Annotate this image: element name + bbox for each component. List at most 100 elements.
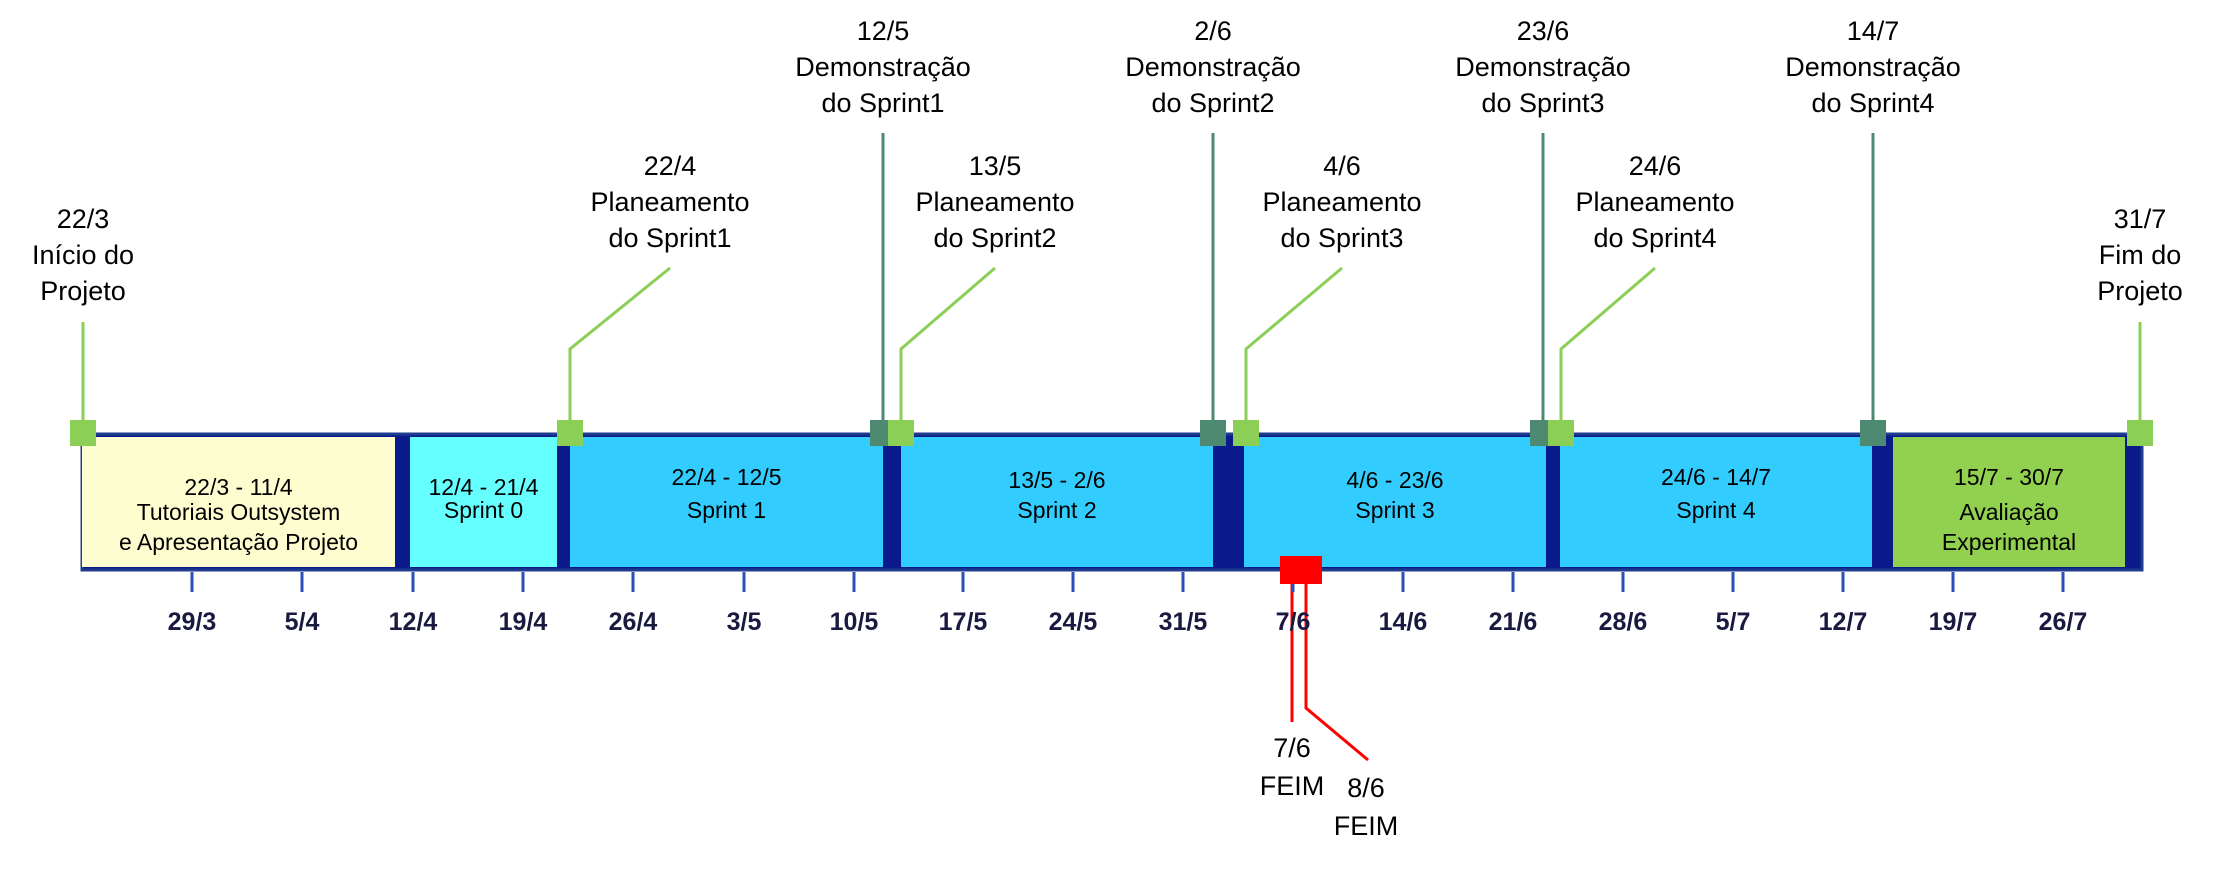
plan-marker (1548, 420, 1574, 446)
band-label: Sprint 1 (687, 497, 766, 523)
milestone-label-line: do Sprint1 (608, 223, 731, 253)
band-0 (82, 437, 395, 567)
feim-connector (1304, 584, 1369, 762)
plan-marker (1233, 420, 1259, 446)
axis-tick-label: 24/5 (1049, 608, 1098, 636)
plan-marker (888, 420, 914, 446)
milestone-label: 13/5 Planeamento do Sprint2 (915, 151, 1074, 253)
axis-tick-label: 28/6 (1599, 608, 1648, 636)
band-4 (1244, 437, 1546, 567)
milestone-label: 22/4 Planeamento do Sprint1 (590, 151, 749, 253)
axis-tick-label: 12/4 (389, 608, 438, 636)
milestone-label-line: do Sprint3 (1280, 223, 1403, 253)
milestone-label: 4/6 Planeamento do Sprint3 (1262, 151, 1421, 253)
milestone-connector (1559, 266, 1656, 434)
milestone-label-line: do Sprint1 (821, 88, 944, 118)
demo-marker (1200, 420, 1226, 446)
band-date: 22/4 - 12/5 (672, 464, 782, 490)
band-label: Sprint 0 (444, 497, 523, 523)
axis-tick-label: 29/3 (168, 608, 217, 636)
axis-tick-label: 26/4 (609, 608, 658, 636)
demo-marker (1860, 420, 1886, 446)
band-date: 13/5 - 2/6 (1008, 467, 1105, 493)
feim-label: 7/6 FEIM (1260, 733, 1325, 801)
axis-tick-label: 7/6 (1276, 608, 1311, 636)
feim-label-line: 8/6 (1347, 773, 1385, 803)
band-label: Sprint 3 (1355, 497, 1434, 523)
milestone-label-line: Planeamento (915, 187, 1074, 217)
milestone-label-line: Planeamento (590, 187, 749, 217)
axis-tick-label: 5/4 (285, 608, 320, 636)
milestone-label-line: 13/5 (969, 151, 1022, 181)
milestone-connector (1244, 266, 1343, 434)
milestone-label-line: 12/5 (857, 16, 910, 46)
milestone-label-line: do Sprint2 (933, 223, 1056, 253)
milestone-label-line: 22/3 (57, 204, 110, 234)
milestone-label-line: Início do (32, 240, 134, 270)
band-label: Experimental (1942, 529, 2076, 555)
milestone-label-line: 31/7 (2114, 204, 2167, 234)
band-date: 12/4 - 21/4 (429, 474, 539, 500)
plan-marker (557, 420, 583, 446)
milestone-connector (568, 266, 671, 434)
milestone-label-line: Demonstração (1125, 52, 1301, 82)
milestone-label-line: Demonstração (1785, 52, 1961, 82)
band-label: Avaliação (1959, 499, 2058, 525)
milestone-label-line: Projeto (2097, 276, 2183, 306)
axis-tick-label: 14/6 (1379, 608, 1428, 636)
milestone-label-line: Projeto (40, 276, 126, 306)
band-label: Tutoriais Outsystem (137, 499, 341, 525)
feim-label-line: FEIM (1260, 771, 1325, 801)
band-3 (901, 437, 1213, 567)
milestone-label-line: 2/6 (1194, 16, 1232, 46)
milestone-label-line: 14/7 (1847, 16, 1900, 46)
band-date: 4/6 - 23/6 (1346, 467, 1443, 493)
milestone-label-line: 23/6 (1517, 16, 1570, 46)
timeline-bar (80, 432, 2144, 572)
band-6 (1893, 437, 2125, 567)
band-1 (410, 437, 557, 567)
axis-tick-label: 17/5 (939, 608, 988, 636)
band-date: 22/3 - 11/4 (184, 474, 292, 500)
milestone-label: 12/5 Demonstração do Sprint1 (795, 16, 971, 118)
milestone-label: 31/7 Fim do Projeto (2097, 204, 2183, 306)
milestone-label-line: 24/6 (1629, 151, 1682, 181)
axis-tick-label: 21/6 (1489, 608, 1538, 636)
axis-tick-label: 31/5 (1159, 608, 1208, 636)
milestone-connector (899, 266, 996, 434)
axis-tick-label: 3/5 (727, 608, 762, 636)
milestone-label-line: do Sprint2 (1151, 88, 1274, 118)
band-label: Sprint 4 (1676, 497, 1755, 523)
band-date: 24/6 - 14/7 (1661, 464, 1771, 490)
feim-label-line: FEIM (1334, 811, 1399, 841)
milestone-label: 14/7 Demonstração do Sprint4 (1785, 16, 1961, 118)
milestone-label-line: 4/6 (1323, 151, 1361, 181)
milestone-label-line: do Sprint4 (1811, 88, 1934, 118)
milestone-label-line: do Sprint3 (1481, 88, 1604, 118)
milestone-label-line: Demonstração (795, 52, 971, 82)
milestone-label-line: Fim do (2099, 240, 2182, 270)
milestone-label-line: Planeamento (1262, 187, 1421, 217)
band-5 (1560, 437, 1872, 567)
date-axis: 29/3 5/4 12/4 19/4 26/4 3/5 10/5 17/5 24/5 31/5 7/… (168, 572, 2088, 636)
feim-label-line: 7/6 (1273, 733, 1311, 763)
milestone-label: 24/6 Planeamento do Sprint4 (1575, 151, 1734, 253)
axis-tick-label: 26/7 (2039, 608, 2088, 636)
axis-tick-label: 10/5 (830, 608, 879, 636)
band-label: Sprint 2 (1017, 497, 1096, 523)
milestone-label-line: 22/4 (644, 151, 697, 181)
axis-tick-label: 12/7 (1819, 608, 1868, 636)
milestone-label: 23/6 Demonstração do Sprint3 (1455, 16, 1631, 118)
band-2 (570, 437, 883, 567)
milestone-label-line: Demonstração (1455, 52, 1631, 82)
plan-marker (2127, 420, 2153, 446)
milestone-markers (70, 420, 2153, 584)
band-date: 15/7 - 30/7 (1954, 464, 2064, 490)
feim-label: 8/6 FEIM (1334, 773, 1399, 841)
feim-marker (1280, 556, 1322, 584)
connector-lines (81, 133, 2142, 762)
axis-tick-label: 5/7 (1716, 608, 1751, 636)
milestone-label: 2/6 Demonstração do Sprint2 (1125, 16, 1301, 118)
